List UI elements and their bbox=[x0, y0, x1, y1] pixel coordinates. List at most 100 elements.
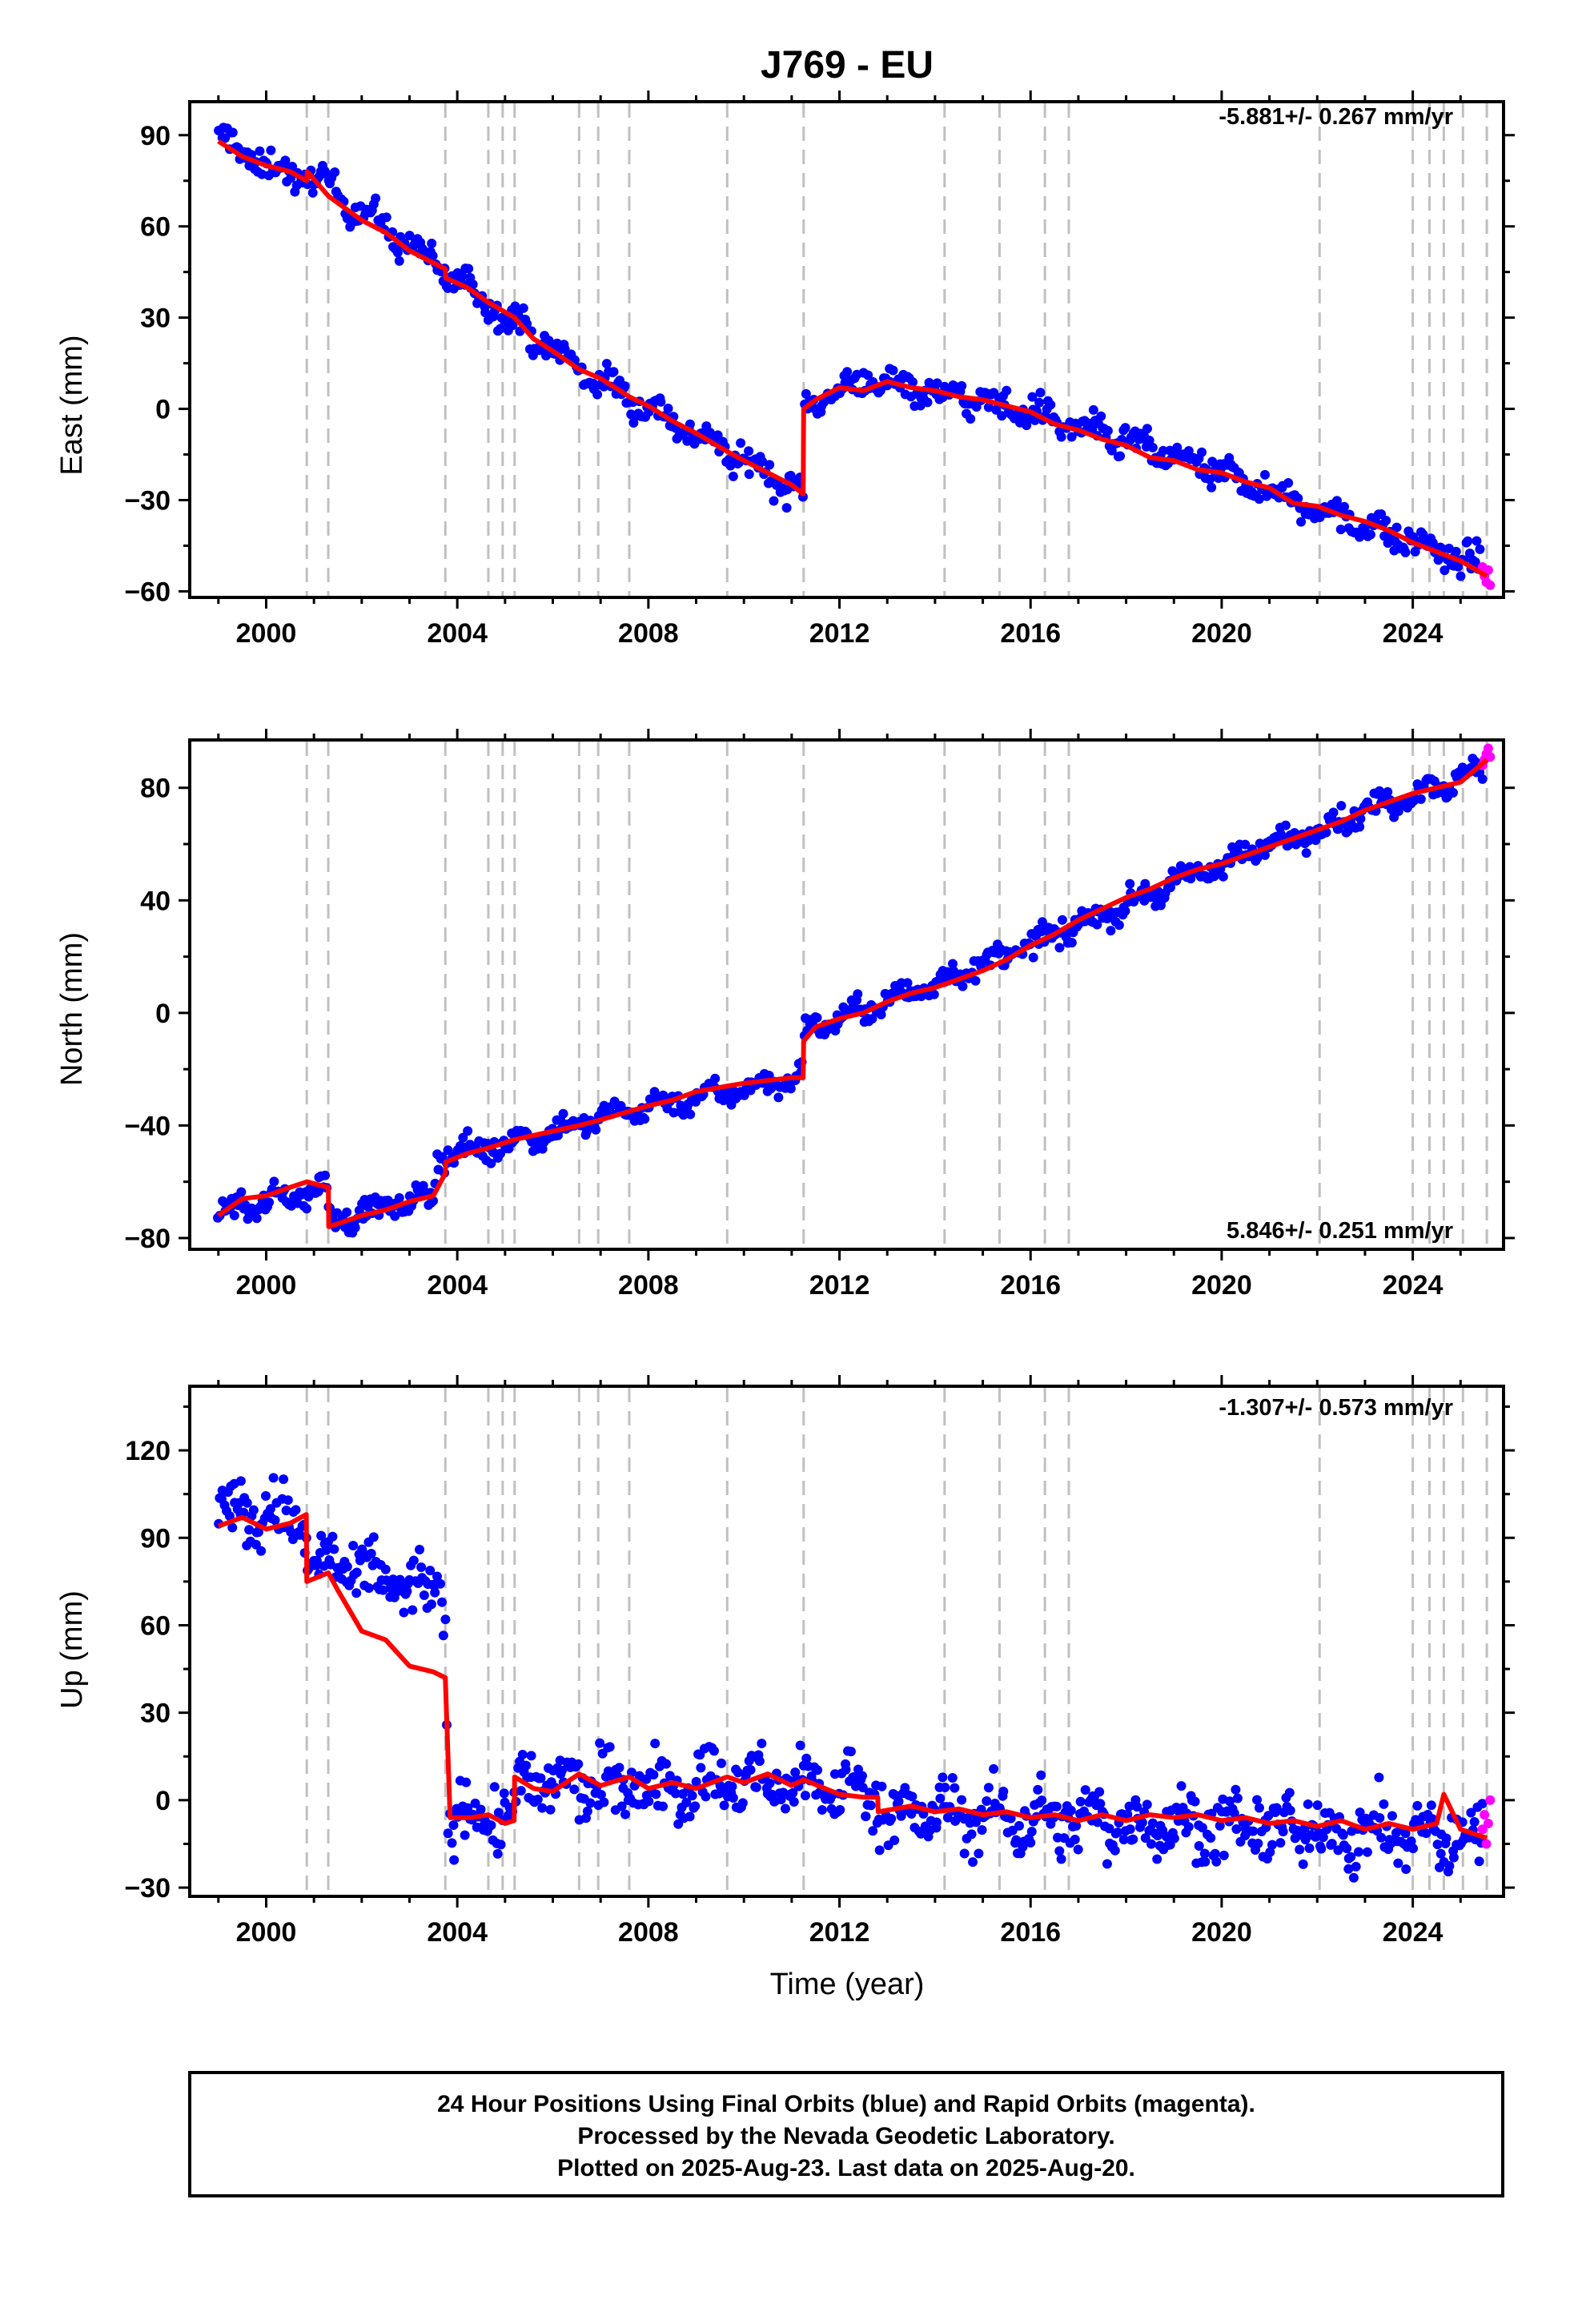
up-final-point bbox=[1318, 1832, 1328, 1843]
east-final-point bbox=[1183, 445, 1194, 456]
east-final-point bbox=[682, 436, 693, 446]
north-final-point bbox=[591, 1124, 601, 1135]
east-final-point bbox=[1034, 397, 1045, 408]
up-final-point bbox=[1346, 1852, 1356, 1862]
up-final-point bbox=[248, 1505, 259, 1515]
up-final-point bbox=[780, 1803, 790, 1814]
up-final-point bbox=[556, 1765, 567, 1775]
east-final-point bbox=[496, 324, 506, 334]
up-final-point bbox=[496, 1839, 506, 1850]
up-final-point bbox=[1073, 1844, 1083, 1855]
east-final-point bbox=[1102, 425, 1113, 436]
up-final-point bbox=[658, 1801, 669, 1811]
up-final-point bbox=[751, 1782, 761, 1792]
up-final-point bbox=[573, 1759, 584, 1769]
up-final-point bbox=[1152, 1854, 1162, 1864]
up-final-point bbox=[1231, 1784, 1241, 1795]
up-rapid-point bbox=[1481, 1839, 1492, 1849]
east-final-point bbox=[1096, 411, 1106, 421]
east-final-point bbox=[1475, 544, 1485, 554]
up-final-point bbox=[733, 1767, 743, 1778]
up-final-point bbox=[940, 1782, 950, 1792]
up-final-point bbox=[1252, 1795, 1263, 1805]
up-final-point bbox=[1393, 1858, 1403, 1868]
up-final-point bbox=[227, 1522, 238, 1533]
up-final-point bbox=[757, 1739, 767, 1749]
up-final-point bbox=[719, 1800, 729, 1811]
north-final-point bbox=[1057, 915, 1067, 925]
north-final-point bbox=[486, 1158, 496, 1168]
up-final-point bbox=[709, 1746, 719, 1756]
north-x-tick-label: 2016 bbox=[1000, 1270, 1061, 1301]
north-y-axis-label: North (mm) bbox=[55, 932, 89, 1086]
up-final-point bbox=[1265, 1847, 1275, 1857]
up-final-point bbox=[737, 1798, 748, 1808]
up-final-point bbox=[537, 1803, 548, 1813]
east-final-point bbox=[1142, 424, 1152, 434]
up-final-point bbox=[665, 1771, 675, 1781]
east-final-point bbox=[769, 496, 779, 506]
up-final-point bbox=[432, 1571, 443, 1582]
up-final-point bbox=[620, 1809, 630, 1819]
up-final-point bbox=[260, 1490, 271, 1501]
east-final-point bbox=[1456, 571, 1466, 581]
east-final-point bbox=[908, 377, 918, 388]
up-x-tick-label: 2000 bbox=[236, 1917, 297, 1948]
east-final-point bbox=[371, 193, 381, 203]
up-final-point bbox=[1362, 1847, 1372, 1857]
up-final-point bbox=[670, 1788, 681, 1799]
north-final-point bbox=[558, 1108, 568, 1119]
east-final-point bbox=[464, 263, 474, 274]
up-final-point bbox=[1210, 1848, 1220, 1859]
east-final-point bbox=[428, 251, 438, 261]
up-final-point bbox=[1176, 1781, 1186, 1791]
up-final-point bbox=[283, 1495, 293, 1506]
up-final-point bbox=[419, 1590, 429, 1601]
up-final-point bbox=[532, 1794, 543, 1804]
up-final-point bbox=[745, 1765, 756, 1775]
east-final-point bbox=[781, 503, 792, 513]
east-final-point bbox=[744, 446, 754, 456]
up-final-point bbox=[1303, 1799, 1313, 1809]
up-final-point bbox=[1118, 1835, 1129, 1845]
up-final-point bbox=[857, 1771, 867, 1781]
up-final-point bbox=[817, 1805, 827, 1815]
up-rate-label: -1.307+/- 0.573 mm/yr bbox=[1219, 1395, 1453, 1421]
up-final-point bbox=[1278, 1827, 1288, 1837]
north-final-point bbox=[1106, 926, 1116, 936]
east-y-tick-label: 0 bbox=[155, 395, 171, 425]
up-final-point bbox=[1354, 1847, 1364, 1857]
east-x-tick-label: 2016 bbox=[1000, 618, 1061, 649]
east-final-point bbox=[266, 145, 276, 155]
north-final-point bbox=[1153, 887, 1163, 897]
up-final-point bbox=[1348, 1872, 1359, 1883]
up-final-point bbox=[1342, 1844, 1352, 1854]
north-final-point bbox=[1054, 943, 1065, 953]
east-final-point bbox=[1172, 442, 1182, 452]
up-final-point bbox=[408, 1555, 419, 1566]
north-final-point bbox=[1280, 820, 1291, 830]
up-final-point bbox=[874, 1845, 885, 1856]
north-final-point bbox=[773, 1092, 784, 1103]
north-final-point bbox=[685, 1109, 696, 1120]
up-final-point bbox=[449, 1855, 460, 1865]
up-final-point bbox=[235, 1476, 246, 1486]
up-final-point bbox=[661, 1759, 672, 1769]
up-final-point bbox=[1026, 1838, 1036, 1848]
up-final-point bbox=[857, 1783, 868, 1793]
up-final-point bbox=[957, 1795, 967, 1805]
up-final-point bbox=[242, 1498, 252, 1508]
east-final-point bbox=[1283, 477, 1294, 488]
up-final-point bbox=[1080, 1785, 1090, 1795]
east-rate-label: -5.881+/- 0.267 mm/yr bbox=[1219, 104, 1453, 130]
north-final-point bbox=[812, 1012, 822, 1023]
east-final-point bbox=[1144, 435, 1154, 445]
up-final-point bbox=[1432, 1839, 1443, 1850]
up-final-point bbox=[1075, 1796, 1086, 1807]
up-y-tick-label: 30 bbox=[140, 1699, 171, 1729]
up-final-point bbox=[342, 1562, 352, 1572]
up-final-point bbox=[1037, 1795, 1047, 1806]
east-final-point bbox=[744, 469, 754, 480]
up-final-point bbox=[463, 1803, 473, 1813]
up-final-point bbox=[1102, 1859, 1112, 1869]
